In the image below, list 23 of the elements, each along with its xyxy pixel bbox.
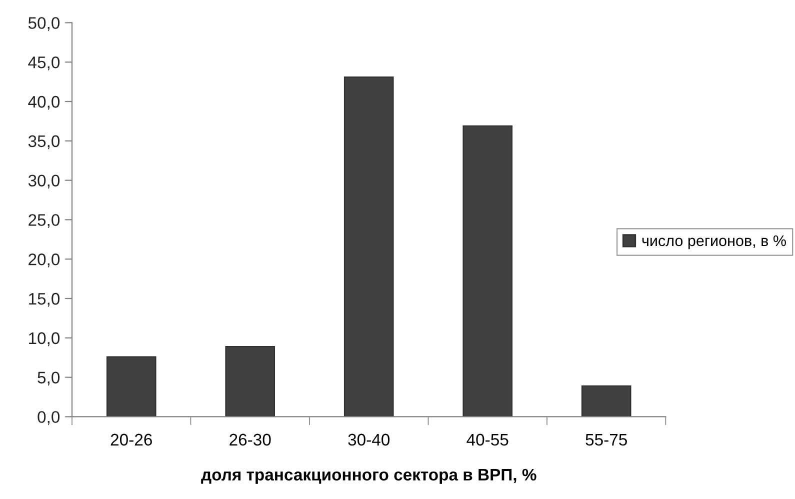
y-tick-label: 0,0 [38, 411, 60, 425]
bar [581, 385, 632, 417]
x-tick-label: 55-75 [586, 434, 627, 446]
legend-label: число регионов, в % [642, 235, 786, 250]
y-tick-label: 5,0 [38, 372, 60, 386]
x-axis-title: доля трансакционного сектора в ВРП, % [201, 468, 536, 484]
y-tick-label: 40,0 [28, 96, 60, 110]
y-tick-label: 30,0 [28, 174, 60, 188]
x-tick-label: 30-40 [348, 434, 390, 446]
y-tick-label: 25,0 [28, 214, 60, 228]
y-tick-label: 45,0 [28, 56, 60, 70]
y-tick-label: 20,0 [28, 254, 60, 268]
x-tick-label: 40-55 [466, 434, 508, 446]
bar [344, 76, 394, 417]
y-tick-label: 15,0 [29, 292, 60, 307]
bar [225, 346, 276, 417]
x-tick-label: 20-26 [110, 434, 152, 446]
x-tick-label: 26-30 [230, 434, 271, 446]
y-tick-label: 35,0 [28, 135, 60, 150]
bar [462, 125, 512, 417]
y-tick-label: 50,0 [28, 17, 60, 31]
y-tick-label: 10,0 [29, 332, 60, 346]
bar [106, 356, 156, 417]
